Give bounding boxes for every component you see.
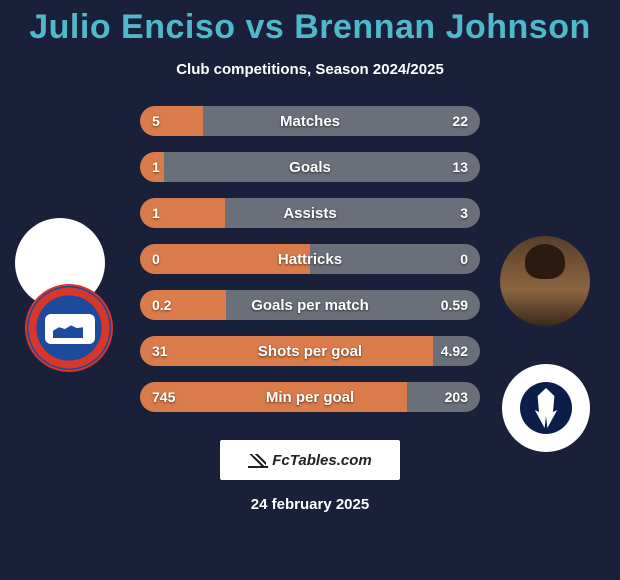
stat-bars: 5Matches22 1Goals13 1Assists3 0Hattricks0 0.… bbox=[140, 106, 480, 428]
page-title: Julio Enciso vs Brennan Johnson bbox=[0, 0, 620, 47]
player2-club-badge bbox=[502, 364, 590, 452]
brand-text: FcTables.com bbox=[272, 452, 371, 469]
comparison-panel: 5Matches22 1Goals13 1Assists3 0Hattricks0 0.… bbox=[0, 106, 620, 436]
stat-value-right: 13 bbox=[452, 159, 468, 175]
stat-row: 1Goals13 bbox=[140, 152, 480, 182]
page-subtitle: Club competitions, Season 2024/2025 bbox=[0, 61, 620, 78]
stat-label: Shots per goal bbox=[140, 343, 480, 360]
stat-row: 1Assists3 bbox=[140, 198, 480, 228]
stat-row: 0Hattricks0 bbox=[140, 244, 480, 274]
stat-value-right: 3 bbox=[460, 205, 468, 221]
player2-avatar bbox=[500, 236, 590, 326]
stat-value-right: 4.92 bbox=[441, 343, 468, 359]
stat-label: Goals per match bbox=[140, 297, 480, 314]
stat-row: 31Shots per goal4.92 bbox=[140, 336, 480, 366]
stat-row: 745Min per goal203 bbox=[140, 382, 480, 412]
stat-row: 5Matches22 bbox=[140, 106, 480, 136]
stat-value-right: 0.59 bbox=[441, 297, 468, 313]
chart-icon bbox=[248, 452, 268, 468]
stat-label: Goals bbox=[140, 159, 480, 176]
stat-row: 0.2Goals per match0.59 bbox=[140, 290, 480, 320]
player1-club-badge bbox=[25, 284, 113, 372]
brand-logo: FcTables.com bbox=[220, 440, 400, 480]
stat-value-right: 0 bbox=[460, 251, 468, 267]
stat-label: Hattricks bbox=[140, 251, 480, 268]
stat-value-right: 203 bbox=[445, 389, 468, 405]
stat-label: Assists bbox=[140, 205, 480, 222]
stat-value-right: 22 bbox=[452, 113, 468, 129]
stat-label: Min per goal bbox=[140, 389, 480, 406]
date-text: 24 february 2025 bbox=[0, 496, 620, 513]
stat-label: Matches bbox=[140, 113, 480, 130]
